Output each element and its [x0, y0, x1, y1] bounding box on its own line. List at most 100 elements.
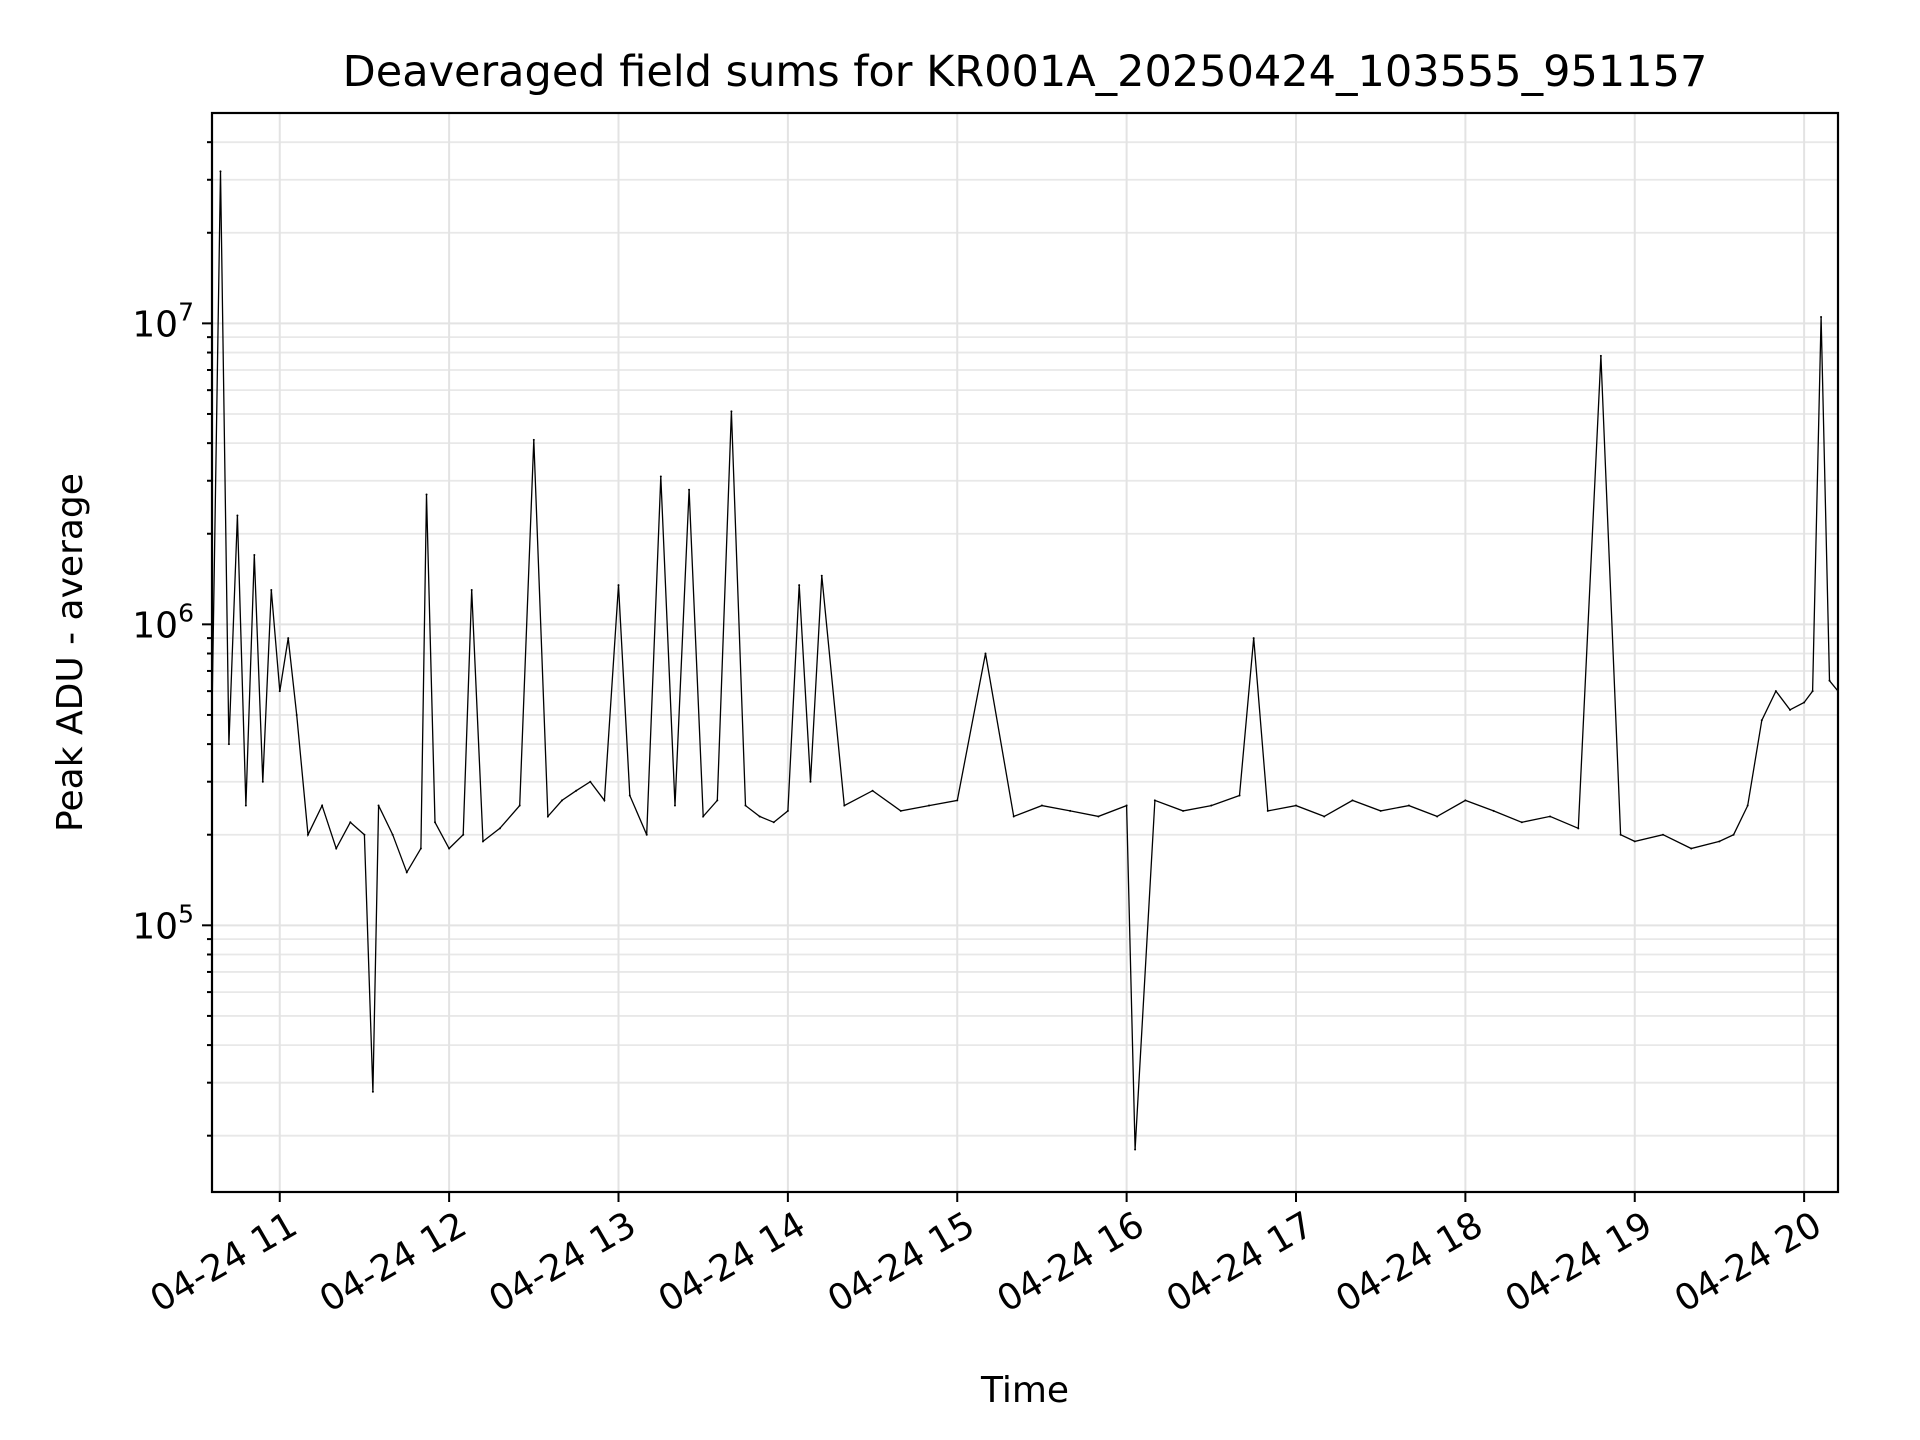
data-point — [928, 804, 931, 807]
data-point — [589, 780, 592, 783]
data-point — [1828, 679, 1831, 682]
data-point — [1492, 809, 1495, 812]
data-point — [1577, 827, 1580, 830]
x-tick-label: 04-24 14 — [652, 1204, 813, 1320]
data-point — [498, 827, 501, 830]
x-tick-label: 04-24 13 — [482, 1204, 643, 1320]
data-point — [772, 821, 775, 824]
x-tick-label: 04-24 18 — [1329, 1204, 1490, 1320]
data-point — [1252, 637, 1255, 640]
data-point — [1134, 1148, 1137, 1151]
data-point — [287, 637, 290, 640]
data-point — [419, 847, 422, 850]
data-point — [1718, 840, 1721, 843]
data-point — [295, 713, 298, 716]
data-point — [1661, 833, 1664, 836]
data-point — [1407, 804, 1410, 807]
data-point — [335, 847, 338, 850]
data-point — [1789, 708, 1792, 711]
data-point — [1803, 701, 1806, 704]
data-point — [871, 789, 874, 792]
data-point — [462, 833, 465, 836]
data-point — [253, 553, 256, 556]
data-point — [744, 804, 747, 807]
data-point — [1097, 815, 1100, 818]
data-point — [603, 799, 606, 802]
data-point — [405, 871, 408, 874]
data-point — [673, 804, 676, 807]
data-point — [236, 514, 239, 517]
data-point — [1746, 804, 1749, 807]
data-point — [425, 493, 428, 496]
data-point — [1351, 799, 1354, 802]
y-tick-label: 105 — [132, 899, 194, 947]
data-point — [702, 815, 705, 818]
data-point — [758, 815, 761, 818]
series-line — [211, 171, 1839, 1150]
data-point — [659, 475, 662, 478]
data-point — [349, 821, 352, 824]
data-point — [899, 809, 902, 812]
data-point — [482, 840, 484, 843]
data-point — [219, 170, 222, 173]
grid-layer — [212, 113, 1838, 1192]
data-point — [575, 789, 578, 792]
data-point — [561, 799, 564, 802]
data-point — [434, 821, 437, 824]
data-point — [363, 833, 366, 836]
data-point — [1295, 804, 1297, 807]
data-point — [1125, 804, 1128, 807]
x-tick-label: 04-24 19 — [1499, 1204, 1660, 1320]
data-point — [786, 809, 789, 812]
data-point — [1690, 847, 1693, 850]
data-point — [1238, 794, 1241, 797]
data-point — [628, 794, 631, 797]
data-point — [532, 438, 535, 441]
data-point — [1323, 815, 1326, 818]
axes-frame — [210, 111, 1840, 1194]
data-point — [1732, 833, 1735, 836]
data-point — [688, 488, 691, 491]
data-point — [1760, 719, 1763, 722]
data-point — [798, 584, 801, 587]
data-point — [730, 410, 733, 413]
x-tick-label: 04-24 20 — [1668, 1204, 1829, 1320]
y-tick-label: 107 — [132, 297, 194, 345]
data-point — [270, 589, 273, 592]
data-point — [518, 804, 521, 807]
data-point — [1210, 804, 1213, 807]
series-points — [211, 170, 1839, 1151]
data-point — [809, 780, 812, 783]
data-point — [1619, 833, 1622, 836]
data-point — [1549, 815, 1552, 818]
data-point — [244, 804, 247, 807]
data-point — [645, 833, 648, 836]
y-tick-label: 106 — [132, 598, 194, 646]
data-point — [1266, 809, 1269, 812]
data-point — [377, 804, 380, 807]
data-point — [391, 833, 394, 836]
x-tick-label: 04-24 15 — [821, 1204, 982, 1320]
data-point — [1811, 690, 1814, 693]
data-point — [306, 833, 309, 836]
data-point — [448, 847, 451, 850]
x-axis-label: Time — [980, 1370, 1069, 1411]
data-point — [1436, 815, 1439, 818]
data-point — [984, 652, 987, 655]
data-point — [956, 799, 959, 802]
data-point — [820, 574, 823, 577]
data-point — [261, 780, 264, 783]
data-point — [371, 1090, 374, 1093]
data-point — [1774, 690, 1777, 693]
data-point — [1182, 809, 1185, 812]
x-tick-label: 04-24 11 — [144, 1204, 305, 1320]
data-point — [1379, 809, 1382, 812]
data-point — [1820, 315, 1823, 318]
chart-title: Deaveraged field sums for KR001A_2025042… — [343, 47, 1708, 97]
data-point — [1040, 804, 1043, 807]
x-tick-label: 04-24 12 — [313, 1204, 474, 1320]
data-point — [321, 804, 324, 807]
x-tick-label: 04-24 16 — [990, 1204, 1151, 1320]
data-point — [1153, 799, 1156, 802]
